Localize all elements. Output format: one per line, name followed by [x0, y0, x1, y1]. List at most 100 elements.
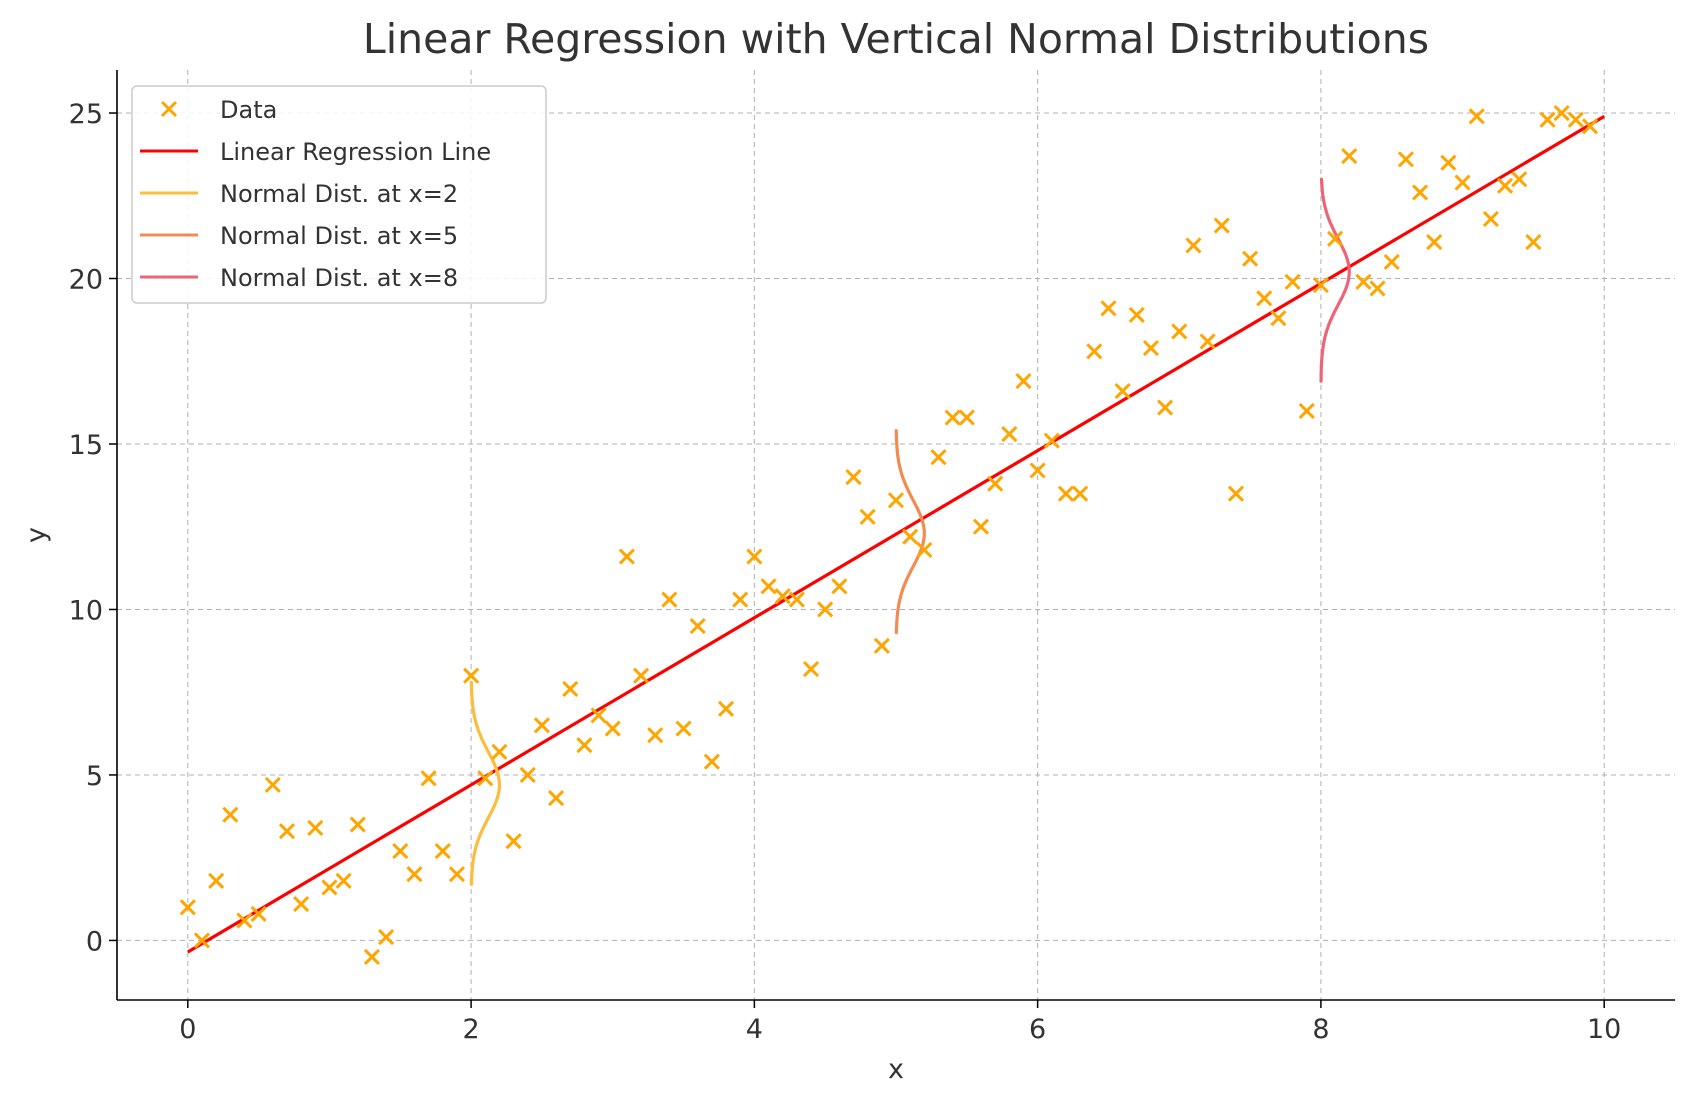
data-point — [1114, 382, 1131, 400]
data-point — [1426, 234, 1443, 251]
x-tick-label-4: 4 — [746, 1014, 763, 1045]
data-point — [278, 823, 296, 840]
data-point — [859, 508, 876, 525]
y-tick-label-15: 15 — [69, 430, 103, 461]
data-point — [916, 541, 933, 558]
data-point — [548, 790, 565, 807]
x-tick-label-8: 8 — [1312, 1014, 1329, 1045]
legend-box — [131, 85, 547, 304]
normal-dist-curve-x5 — [894, 429, 926, 635]
data-point — [1411, 184, 1429, 201]
legend: Data Linear Regression Line Normal Dist.… — [131, 85, 547, 304]
data-point — [1142, 339, 1160, 357]
data-point — [1128, 306, 1145, 323]
data-points — [179, 104, 1599, 966]
data-point — [972, 518, 990, 535]
data-point — [675, 720, 692, 737]
data-point — [902, 528, 919, 545]
data-point — [1157, 399, 1174, 416]
data-point — [392, 843, 409, 860]
data-point — [1369, 280, 1386, 297]
data-point — [760, 578, 777, 595]
data-point — [1341, 147, 1358, 165]
data-point — [1043, 432, 1060, 449]
data-point — [703, 753, 720, 770]
data-point — [179, 899, 196, 916]
x-tick-label-2: 2 — [462, 1014, 479, 1045]
data-point — [661, 591, 678, 608]
y-tick-label-20: 20 — [69, 265, 103, 296]
data-point — [519, 766, 536, 784]
data-point — [1171, 323, 1188, 340]
data-point — [448, 866, 465, 883]
data-point — [533, 717, 550, 734]
data-point — [208, 872, 225, 889]
data-point — [264, 776, 281, 793]
data-point — [1312, 277, 1329, 294]
data-point — [788, 591, 805, 608]
data-point — [647, 727, 664, 744]
legend-item-dist-2: Normal Dist. at x=2 — [140, 180, 458, 208]
data-point — [845, 469, 862, 486]
data-point — [1072, 485, 1089, 502]
regression-layer — [187, 114, 1605, 954]
data-point — [1015, 373, 1032, 390]
data-point — [930, 449, 947, 466]
data-point — [1227, 485, 1244, 502]
ticks: 0 2 4 6 8 10 0 5 10 15 20 25 — [69, 99, 1622, 1045]
y-tick-label-10: 10 — [69, 595, 103, 626]
data-point — [349, 816, 366, 833]
data-point — [632, 667, 650, 684]
data-point — [1383, 253, 1400, 271]
data-point — [732, 591, 749, 608]
data-point — [406, 866, 423, 883]
data-point — [1213, 217, 1230, 234]
data-point — [236, 912, 253, 929]
data-point — [1511, 171, 1528, 188]
legend-item-dist-8: Normal Dist. at x=8 — [140, 264, 458, 292]
data-point — [1270, 310, 1287, 327]
y-tick-label-0: 0 — [86, 926, 103, 957]
regression-line — [187, 114, 1605, 954]
data-point — [1553, 104, 1570, 122]
axes — [116, 70, 1675, 1001]
data-point — [887, 492, 905, 509]
data-point — [618, 548, 635, 565]
x-tick-label-6: 6 — [1029, 1014, 1046, 1045]
data-point — [477, 770, 494, 787]
chart-title: Linear Regression with Vertical Normal D… — [363, 15, 1429, 63]
data-point — [1567, 111, 1584, 128]
data-point — [1199, 333, 1216, 350]
data-point — [562, 680, 579, 697]
legend-marker-data — [160, 100, 178, 118]
data-point — [1185, 237, 1202, 254]
data-point — [1468, 108, 1485, 125]
data-point — [1086, 343, 1103, 360]
data-point — [250, 905, 267, 923]
data-point — [307, 819, 324, 836]
data-point — [1242, 250, 1259, 267]
data-point — [717, 700, 735, 717]
data-point — [774, 588, 791, 605]
data-point — [944, 409, 961, 426]
x-tick-label-0: 0 — [179, 1014, 196, 1045]
data-point — [1525, 234, 1542, 251]
data-point — [1496, 177, 1514, 194]
data-point — [576, 737, 593, 754]
data-point — [193, 932, 211, 949]
x-tick-label-10: 10 — [1587, 1014, 1621, 1045]
legend-label-regression: Linear Regression Line — [220, 138, 491, 166]
legend-item-regression: Linear Regression Line — [140, 138, 491, 166]
data-point — [1256, 290, 1273, 307]
data-point — [293, 895, 310, 913]
data-point — [873, 637, 890, 654]
data-point — [1100, 300, 1117, 317]
data-point — [590, 707, 607, 724]
data-point — [1298, 402, 1315, 419]
y-axis-label: y — [21, 527, 52, 543]
data-point — [434, 843, 451, 860]
data-point — [1327, 230, 1344, 247]
data-point — [363, 948, 381, 966]
data-point — [604, 720, 621, 737]
